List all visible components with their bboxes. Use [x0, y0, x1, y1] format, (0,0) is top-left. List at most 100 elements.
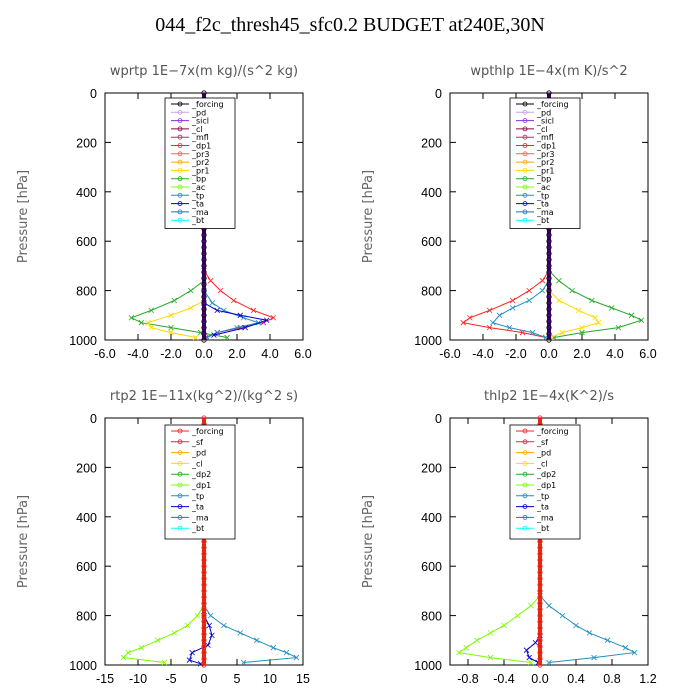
zero-profile-marker: [201, 569, 207, 575]
y-axis-label: Pressure [hPa]: [16, 170, 31, 263]
y-tick-label: 200: [421, 136, 442, 150]
data-point: [559, 612, 566, 619]
data-point: [496, 312, 503, 319]
legend-entry: _bt: [191, 216, 204, 225]
zero-profile-marker: [537, 415, 543, 421]
data-point: [211, 332, 217, 338]
legend-marker: [177, 428, 183, 434]
y-tick-label: 400: [76, 511, 97, 525]
data-point: [207, 612, 214, 619]
data-point: [608, 305, 615, 311]
data-point: [592, 314, 598, 321]
legend-entry: _ta: [191, 503, 204, 512]
legend-box: [509, 424, 581, 540]
data-point: [206, 622, 213, 629]
data-point: [128, 314, 135, 321]
zero-profile-marker: [537, 625, 543, 631]
zero-profile-marker: [537, 582, 543, 588]
data-point: [638, 317, 645, 324]
legend-entry: _tp: [536, 492, 549, 501]
zero-profile-marker: [537, 551, 543, 557]
data-point: [189, 649, 195, 656]
data-point: [155, 637, 161, 644]
legend-marker: [522, 192, 528, 198]
y-tick-label: 800: [76, 285, 97, 299]
legend-entry: _pr1: [536, 166, 554, 175]
data-point: [526, 287, 532, 294]
data-point: [186, 657, 193, 663]
zero-profile-marker: [537, 557, 543, 563]
data-point: [622, 644, 629, 651]
zero-profile-marker: [201, 306, 207, 312]
x-tick-label: 6.0: [294, 347, 311, 361]
y-tick-label: 600: [421, 235, 442, 249]
legend-entry: _forcing: [191, 100, 224, 109]
data-point: [184, 622, 191, 629]
legend-entry: _pd: [536, 449, 551, 458]
zero-profile-marker: [201, 287, 207, 294]
x-tick-label: 6.0: [639, 347, 656, 361]
data-point: [125, 649, 131, 656]
legend-marker: [522, 159, 528, 165]
data-point: [526, 297, 532, 304]
y-tick-label: 1000: [414, 659, 442, 673]
data-point: [221, 622, 227, 629]
legend-marker: [522, 450, 528, 456]
legend-marker: [177, 460, 183, 466]
y-tick-label: 1000: [69, 334, 97, 348]
zero-profile-marker: [537, 594, 543, 600]
data-point: [214, 307, 220, 314]
data-point: [486, 307, 493, 314]
data-point: [145, 319, 151, 326]
legend-entry: _cl: [191, 459, 203, 468]
legend-entry: _pd: [191, 449, 206, 458]
legend-entry: _forcing: [536, 100, 569, 109]
legend-entry: _mfl: [191, 133, 209, 142]
zero-profile-marker: [546, 325, 552, 331]
legend-marker: [522, 176, 528, 182]
y-tick-label: 0: [90, 412, 97, 426]
series-line: [457, 595, 541, 663]
legend-marker: [522, 525, 528, 531]
data-point: [217, 287, 224, 294]
legend-marker: [522, 126, 528, 132]
legend-entry: _ta: [536, 200, 549, 209]
legend-marker: [177, 439, 183, 445]
zero-profile-marker: [201, 318, 207, 325]
data-point: [168, 312, 174, 319]
zero-profile-marker: [546, 294, 552, 300]
zero-profile-marker: [201, 643, 207, 650]
zero-profile-marker: [201, 232, 207, 238]
zero-profile-marker: [201, 600, 207, 606]
legend-marker: [177, 504, 183, 510]
panel-title: wpthlp 1E−4x(m K)/s^2: [470, 64, 627, 79]
legend-marker: [522, 134, 528, 140]
data-point: [506, 324, 513, 331]
y-tick-label: 800: [421, 285, 442, 299]
data-point: [168, 324, 174, 331]
zero-profile-marker: [537, 643, 543, 650]
x-tick-label: 10: [263, 672, 277, 686]
legend-marker: [177, 209, 183, 215]
legend-marker: [522, 471, 528, 477]
data-point: [161, 659, 168, 666]
x-tick-label: 0.0: [195, 347, 212, 361]
x-tick-label: -4.0: [127, 347, 149, 361]
x-tick-label: 0.8: [603, 672, 620, 686]
zero-profile-marker: [537, 588, 543, 594]
legend-marker: [522, 151, 528, 157]
data-point: [532, 639, 539, 646]
legend-entry: _bp: [191, 175, 206, 184]
y-tick-label: 200: [76, 136, 97, 150]
legend-marker: [177, 126, 183, 132]
legend-entry: _forcing: [191, 427, 224, 436]
zero-profile-marker: [201, 563, 207, 569]
legend-entry: _cl: [536, 459, 548, 468]
x-tick-label: 15: [296, 672, 310, 686]
data-point: [293, 654, 300, 661]
zero-profile-marker: [201, 325, 207, 331]
legend-marker: [522, 504, 528, 510]
zero-profile-marker: [546, 238, 552, 244]
y-tick-label: 200: [76, 461, 97, 475]
y-tick-label: 400: [421, 511, 442, 525]
